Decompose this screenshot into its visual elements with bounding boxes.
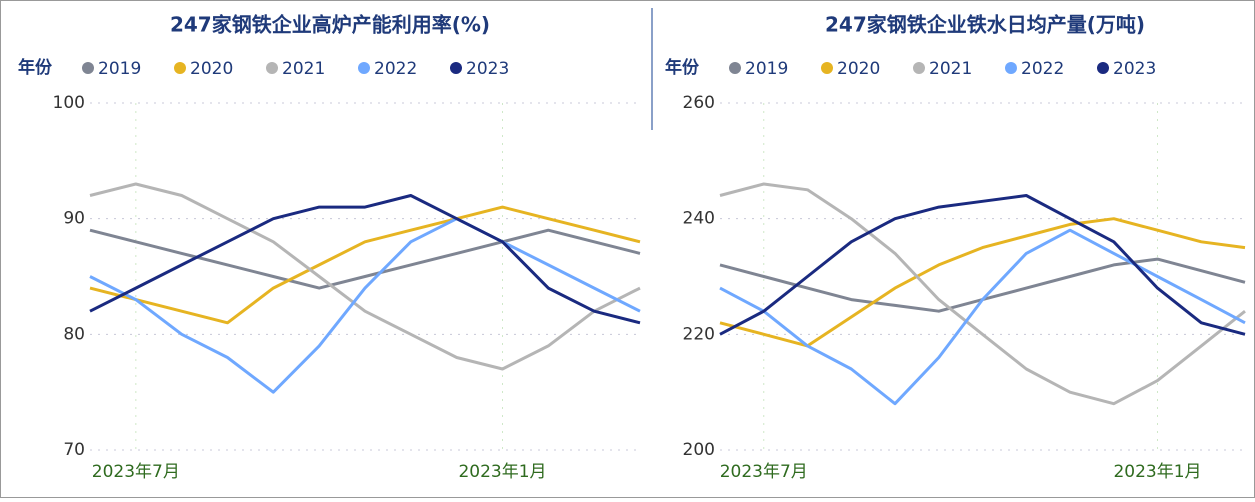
x-tick-label: 2023年1月 (1113, 462, 1201, 482)
legend-entry: 2022 (1021, 59, 1064, 79)
legend-marker (1005, 62, 1017, 74)
legend-entry: 2020 (837, 59, 880, 79)
x-tick-label: 2023年7月 (92, 462, 180, 482)
series-line (719, 182, 1246, 406)
y-tick-label: 70 (63, 440, 85, 460)
y-tick-label: 260 (683, 93, 715, 113)
y-tick-label: 240 (683, 209, 715, 229)
legend-marker (174, 62, 186, 74)
chart-title: 247家钢铁企业高炉产能利用率(%) (170, 13, 490, 37)
legend-marker (82, 62, 94, 74)
y-tick-label: 80 (63, 324, 85, 344)
y-tick-label: 220 (683, 324, 715, 344)
series-line (89, 194, 641, 325)
series-line (89, 182, 641, 371)
x-tick-label: 2023年7月 (720, 462, 808, 482)
legend-title: 年份 (665, 57, 700, 78)
legend-entry: 2023 (466, 59, 509, 79)
legend-marker (729, 62, 741, 74)
y-tick-label: 90 (63, 209, 85, 229)
legend-marker (1097, 62, 1109, 74)
legend-entry: 2023 (1113, 59, 1156, 79)
y-tick-label: 100 (53, 93, 85, 113)
legend-marker (913, 62, 925, 74)
series-line (89, 205, 641, 325)
x-tick-label: 2023年1月 (458, 462, 546, 482)
legend-title: 年份 (18, 57, 53, 78)
legend-entry: 2022 (374, 59, 417, 79)
series-line (719, 194, 1246, 336)
legend-entry: 2021 (929, 59, 972, 79)
legend-marker (358, 62, 370, 74)
legend-entry: 2021 (282, 59, 325, 79)
legend-marker (266, 62, 278, 74)
legend-entry: 2019 (98, 59, 141, 79)
legend-marker (450, 62, 462, 74)
series-line (719, 228, 1246, 406)
series-line (89, 217, 641, 394)
y-tick-label: 200 (683, 440, 715, 460)
chart-title: 247家钢铁企业铁水日均产量(万吨) (825, 13, 1145, 37)
legend-entry: 2020 (190, 59, 233, 79)
series-line (89, 228, 641, 290)
legend-entry: 2019 (745, 59, 788, 79)
legend-marker (821, 62, 833, 74)
